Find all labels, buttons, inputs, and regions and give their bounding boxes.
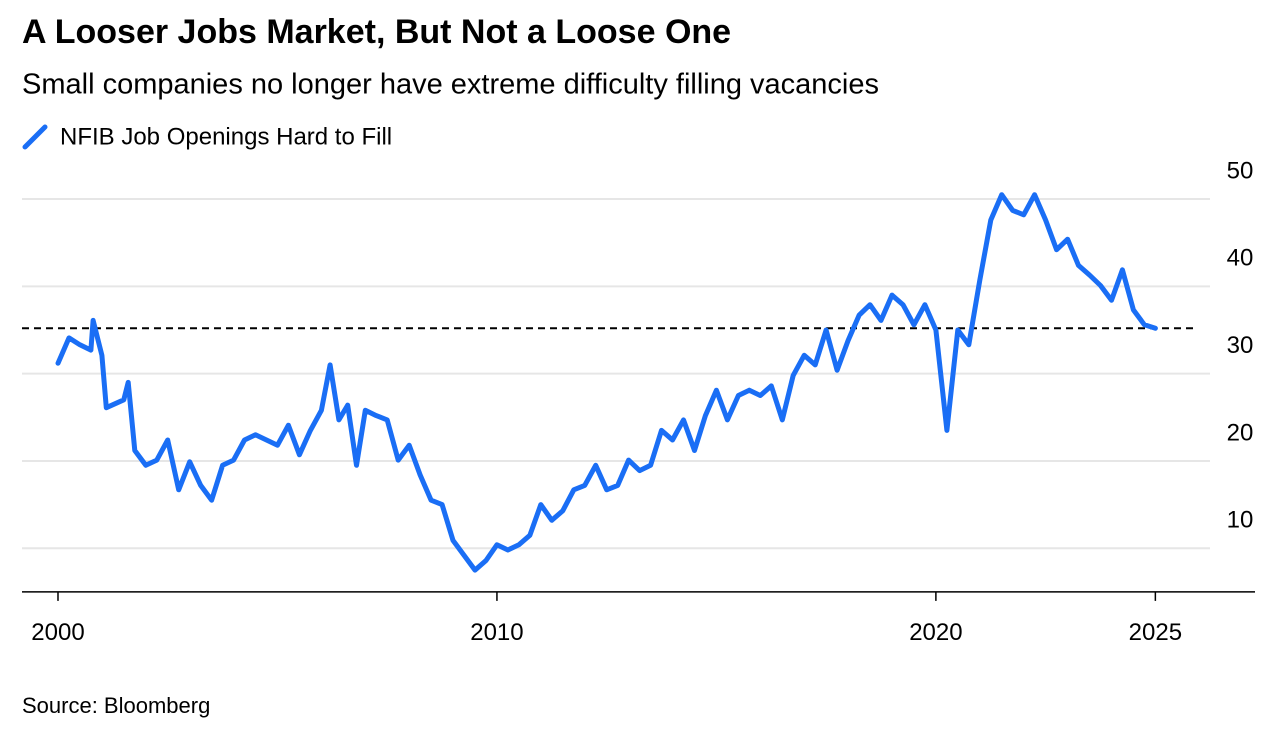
x-tick-label: 2010	[470, 619, 523, 646]
source: Source: Bloomberg	[22, 693, 210, 718]
y-tick-label: 40	[1227, 245, 1254, 272]
chart-title: A Looser Jobs Market, But Not a Loose On…	[22, 13, 731, 51]
x-tick-label: 2000	[31, 619, 84, 646]
legend-swatch	[22, 124, 48, 150]
y-tick-label: 20	[1227, 419, 1254, 446]
series-line	[55, 192, 1158, 573]
x-tick-label: 2020	[909, 619, 962, 646]
y-tick-label: 50	[1227, 157, 1254, 184]
y-tick-label: 10	[1227, 507, 1254, 534]
x-tick-label: 2025	[1129, 619, 1182, 646]
legend-label: NFIB Job Openings Hard to Fill	[60, 123, 392, 150]
chart-subtitle: Small companies no longer have extreme d…	[22, 69, 879, 101]
y-tick-label: 30	[1227, 332, 1254, 359]
